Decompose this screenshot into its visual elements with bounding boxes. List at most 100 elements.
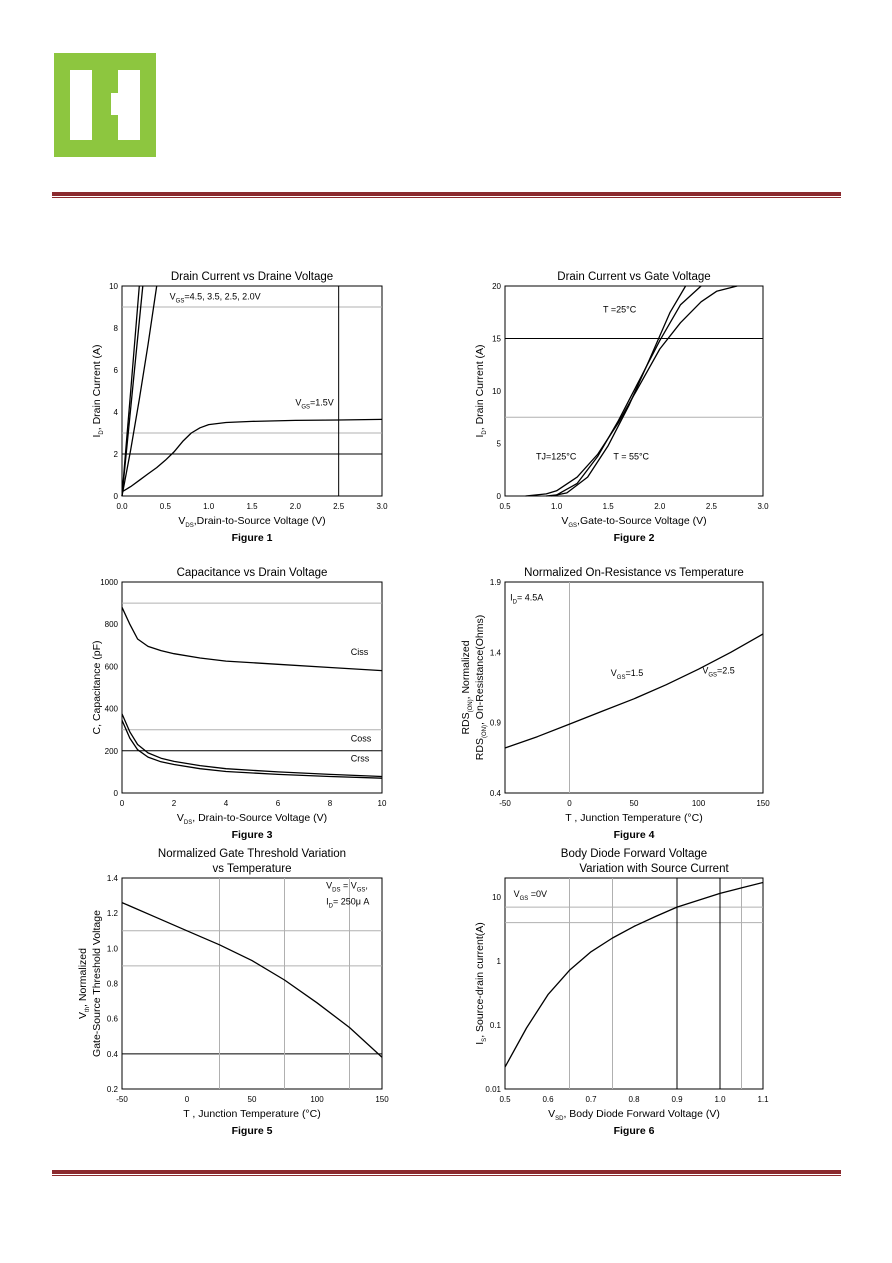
footer-rule: [52, 1170, 841, 1174]
y-axis-label-group: Gate-Source Threshold Voltage: [91, 910, 103, 1057]
x-tick-label: 3.0: [757, 502, 769, 511]
y-axis-label-group: Vth, Normalized: [77, 948, 91, 1019]
x-tick-label: 2.5: [706, 502, 718, 511]
annotation: ID= 250μ A: [326, 896, 369, 909]
annotation: VGS=4.5, 3.5, 2.5, 2.0V: [170, 292, 261, 305]
x-tick-label: 0.9: [671, 1095, 683, 1104]
annotation: VGS=1.5: [611, 668, 643, 681]
chart-title: Capacitance vs Drain Voltage: [177, 567, 328, 579]
figure-caption: Figure 1: [232, 532, 273, 544]
figure-caption: Figure 5: [232, 1125, 273, 1137]
chart-5: Normalized Gate Threshold Variation vs Te…: [77, 848, 389, 1137]
y-tick-label: 1.2: [107, 909, 119, 918]
y-axis-label: Gate-Source Threshold Voltage: [91, 910, 103, 1057]
y-axis-label-group: RDS(ON), On-Resistance(Ohms): [474, 615, 488, 760]
y-axis-label: Vth, Normalized: [77, 948, 91, 1019]
y-tick-label: 1: [497, 957, 502, 966]
x-tick-label: 0: [120, 799, 125, 808]
series-line-2: [121, 285, 144, 497]
annotation: VDS = VGS,: [326, 881, 368, 894]
y-axis-label-group: C, Capacitance (pF): [91, 641, 103, 735]
series-line-1: [504, 881, 764, 1068]
chart-6: Body Diode Forward Voltage Variation with…: [474, 848, 769, 1137]
y-tick-label: 0.6: [107, 1015, 119, 1024]
x-tick-label: 0.5: [499, 502, 511, 511]
company-logo: [54, 53, 156, 157]
annotation: ID= 4.5A: [510, 592, 543, 605]
x-tick-label: 150: [756, 799, 770, 808]
x-axis-label: VDS,Drain-to-Source Voltage (V): [178, 515, 325, 529]
x-tick-label: 1.0: [203, 502, 215, 511]
annotation: Ciss: [351, 647, 369, 657]
chart-title: vs Temperature: [212, 863, 291, 875]
chart-title: Variation with Source Current: [579, 863, 729, 875]
y-tick-label: 1.4: [107, 874, 119, 883]
x-tick-label: 1.5: [246, 502, 258, 511]
x-tick-label: 100: [692, 799, 706, 808]
series-line-3: [121, 285, 158, 497]
x-tick-label: 0.7: [585, 1095, 597, 1104]
y-tick-label: 400: [105, 705, 119, 714]
x-tick-label: 50: [630, 799, 639, 808]
x-axis-label: T , Junction Temperature (°C): [565, 812, 702, 824]
y-tick-label: 0.01: [485, 1085, 501, 1094]
y-tick-label: 8: [114, 324, 119, 333]
x-tick-label: 2.5: [333, 502, 345, 511]
annotation: T = 55°C: [613, 451, 649, 461]
y-axis-label: RDS(ON), On-Resistance(Ohms): [474, 615, 488, 760]
header-rule-thin: [52, 197, 841, 198]
y-tick-label: 10: [109, 282, 118, 291]
annotation: VGS=1.5V: [295, 398, 333, 411]
y-tick-label: 0.9: [490, 719, 502, 728]
y-tick-label: 10: [492, 893, 501, 902]
y-tick-label: 0: [114, 492, 119, 501]
y-tick-label: 1.0: [107, 944, 119, 953]
series-line-1: [121, 607, 383, 672]
y-tick-label: 6: [114, 366, 119, 375]
chart-2: Drain Current vs Gate Voltage 0.5 1.0 1.5 2.…: [474, 271, 769, 544]
y-tick-label: 600: [105, 662, 119, 671]
x-tick-label: 0.5: [499, 1095, 511, 1104]
x-tick-label: 1.5: [603, 502, 615, 511]
y-tick-label: 20: [492, 282, 501, 291]
figure-caption: Figure 2: [614, 532, 655, 544]
x-tick-label: 50: [248, 1095, 257, 1104]
y-axis-label: C, Capacitance (pF): [91, 641, 103, 735]
y-tick-label: 0: [114, 789, 119, 798]
x-tick-label: 2.0: [290, 502, 302, 511]
y-tick-label: 0.2: [107, 1085, 119, 1094]
annotation: Coss: [351, 733, 372, 743]
x-tick-label: 0: [185, 1095, 190, 1104]
y-axis-label: IS, Source-drain current(A): [474, 922, 488, 1044]
y-tick-label: 200: [105, 747, 119, 756]
chart-title: Normalized On-Resistance vs Temperature: [524, 567, 744, 579]
series-line-2: [121, 713, 383, 778]
figure-caption: Figure 4: [614, 829, 655, 841]
series-line-1: [525, 285, 738, 497]
x-tick-label: 150: [375, 1095, 389, 1104]
y-tick-label: 4: [114, 408, 119, 417]
x-tick-label: 100: [310, 1095, 324, 1104]
figure-caption: Figure 6: [614, 1125, 655, 1137]
y-tick-label: 1.4: [490, 648, 502, 657]
x-tick-label: 8: [328, 799, 333, 808]
x-axis-label: VGS,Gate-to-Source Voltage (V): [561, 515, 706, 529]
x-tick-label: 0.8: [628, 1095, 640, 1104]
y-axis-label-group: ID, Drain Current (A): [91, 344, 105, 437]
series-line-3: [121, 719, 383, 779]
series-line-2: [546, 285, 702, 497]
x-axis-label: VDS, Drain-to-Source Voltage (V): [177, 812, 327, 826]
chart-title: Drain Current vs Gate Voltage: [557, 271, 710, 283]
series-line-3: [551, 285, 687, 497]
chart-title: Body Diode Forward Voltage: [561, 848, 707, 860]
x-tick-label: 2.0: [654, 502, 666, 511]
chart-3: Capacitance vs Drain Voltage 0 2 4 6 8 10 0 200 4…: [91, 567, 387, 841]
figure-caption: Figure 3: [232, 829, 273, 841]
plot-frame: [504, 877, 764, 1090]
x-axis-label: T , Junction Temperature (°C): [183, 1108, 320, 1120]
x-tick-label: -50: [116, 1095, 128, 1104]
annotation: Crss: [351, 753, 370, 763]
x-tick-label: 4: [224, 799, 229, 808]
series-line-1: [504, 633, 764, 749]
chart-title: Drain Current vs Draine Voltage: [171, 271, 333, 283]
